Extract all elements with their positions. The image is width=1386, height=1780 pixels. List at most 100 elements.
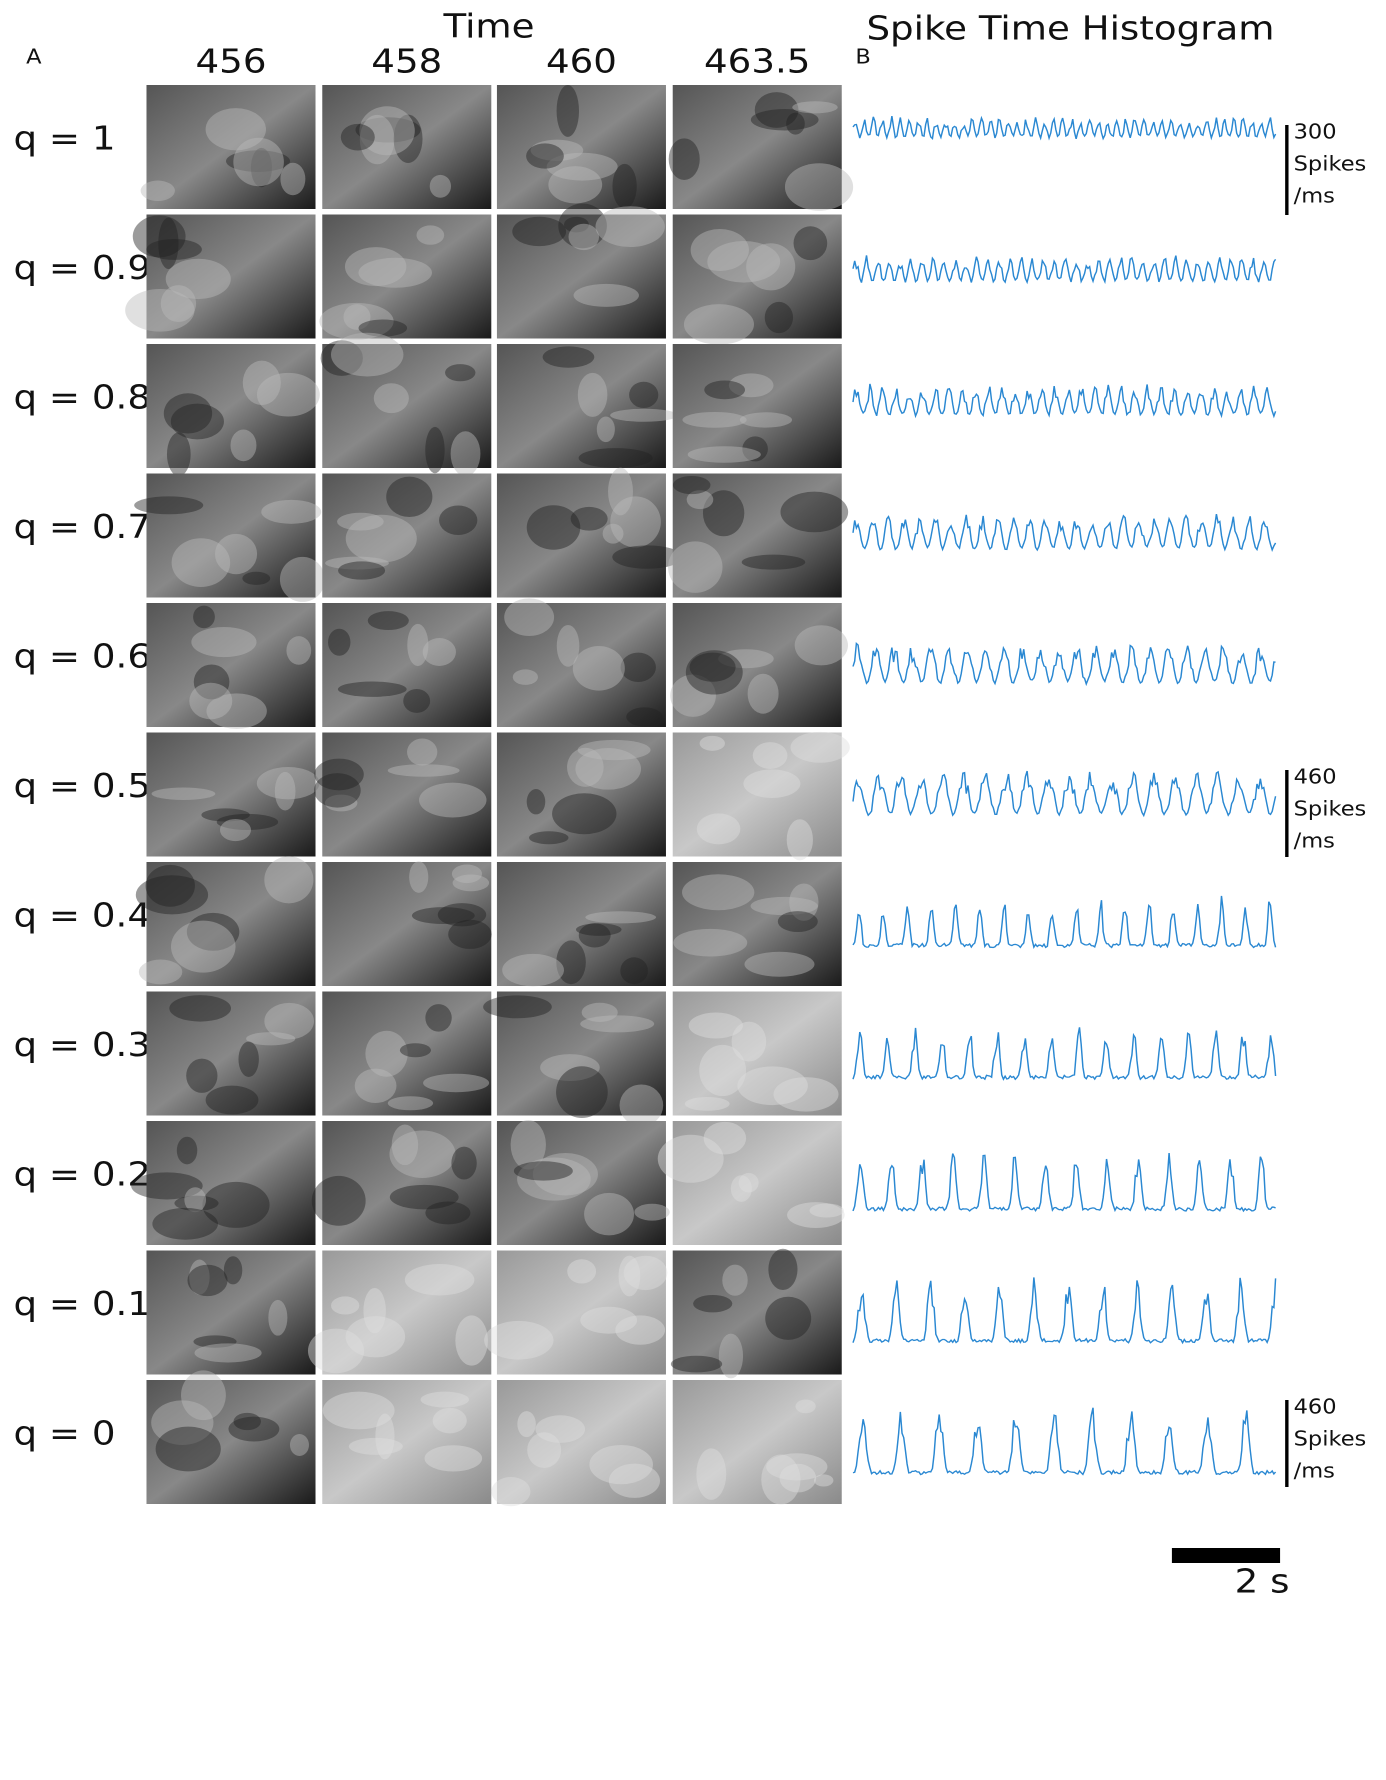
- frame-texture: [773, 1077, 839, 1112]
- frame-texture: [766, 1453, 828, 1481]
- frame-texture: [813, 1474, 834, 1487]
- frame-texture: [307, 1328, 365, 1374]
- frame: [496, 991, 666, 1116]
- frame-texture: [526, 505, 581, 550]
- frame-texture: [578, 448, 653, 468]
- frame-texture: [152, 1207, 218, 1240]
- row-label: q = 1: [14, 119, 116, 157]
- frame-texture: [325, 556, 389, 570]
- frame-texture: [585, 911, 657, 924]
- frame-texture: [424, 1445, 483, 1472]
- frame-texture: [589, 1444, 653, 1485]
- frame: [322, 214, 492, 339]
- frame-texture: [132, 215, 186, 258]
- scale-value: 300: [1294, 121, 1337, 144]
- frame-texture: [355, 117, 421, 143]
- frame-texture: [450, 431, 481, 477]
- frame-texture: [738, 1172, 759, 1193]
- frame-texture: [567, 747, 604, 787]
- frame-texture: [387, 1096, 434, 1111]
- frame-texture: [219, 818, 251, 842]
- frame-texture: [407, 738, 438, 766]
- frame-texture: [344, 247, 407, 287]
- frame-texture: [193, 605, 215, 629]
- frame-texture: [311, 1175, 366, 1226]
- time-scale-bar: [1171, 1548, 1281, 1563]
- frame-texture: [542, 346, 595, 368]
- frame-texture: [391, 1124, 419, 1166]
- frame-texture: [214, 533, 258, 575]
- frame: [496, 732, 666, 857]
- frame-texture: [610, 408, 678, 422]
- frame-texture: [777, 911, 818, 932]
- frame-texture: [517, 1157, 591, 1201]
- row-label: q = 0.8: [14, 378, 151, 416]
- frame-texture: [264, 856, 314, 904]
- frame-texture: [338, 561, 386, 580]
- frame: [672, 1121, 842, 1245]
- frame-texture: [134, 496, 204, 515]
- frame-texture: [420, 1391, 470, 1408]
- frame-texture: [747, 673, 779, 714]
- frame-texture: [510, 1119, 546, 1170]
- frame: [672, 603, 842, 727]
- frame-texture: [345, 1316, 406, 1358]
- frame-texture: [230, 429, 257, 462]
- frame: [672, 732, 842, 857]
- frame: [672, 214, 842, 339]
- frame-texture: [201, 808, 250, 822]
- frame-texture: [274, 771, 296, 811]
- frame-texture: [718, 1333, 744, 1379]
- frame-texture: [731, 1021, 767, 1062]
- row-label: q = 0.1: [14, 1285, 151, 1323]
- frame-texture: [186, 912, 240, 951]
- frame-texture: [686, 490, 714, 510]
- frame-texture: [618, 1255, 641, 1297]
- frame-texture: [163, 393, 213, 434]
- frame-texture: [319, 302, 394, 340]
- scale-per: /ms: [1294, 1460, 1335, 1483]
- frame-texture: [786, 112, 805, 135]
- frame-texture: [626, 707, 663, 727]
- scale-unit: Spikes: [1294, 153, 1367, 176]
- frame: [146, 1250, 316, 1375]
- row-label: q = 0.9: [14, 249, 151, 287]
- frame-texture: [138, 959, 183, 985]
- frame: [146, 991, 316, 1116]
- frame-texture: [373, 383, 409, 414]
- frame-texture: [340, 123, 375, 151]
- frame-texture: [250, 147, 272, 188]
- frame: [672, 991, 842, 1116]
- frame-texture: [189, 1259, 210, 1295]
- frame: [322, 473, 492, 598]
- frame-texture: [135, 875, 209, 915]
- frame-texture: [577, 739, 651, 761]
- frame-texture: [228, 1416, 280, 1442]
- scale-value: 460: [1294, 766, 1337, 789]
- frame-texture: [784, 163, 854, 211]
- frame-texture: [512, 216, 567, 247]
- frame-texture: [689, 652, 736, 682]
- frame-texture: [744, 951, 815, 977]
- frame: [496, 1121, 666, 1245]
- frame-texture: [279, 556, 326, 602]
- frame: [672, 1380, 842, 1504]
- histogram-title: Spike Time Histogram: [866, 9, 1274, 47]
- frame-texture: [261, 499, 322, 524]
- frame-texture: [145, 864, 195, 907]
- frame-texture: [687, 446, 761, 463]
- frame-texture: [439, 505, 478, 535]
- frame-texture: [787, 1202, 845, 1228]
- frame-texture: [151, 787, 216, 800]
- frame-texture: [193, 1335, 237, 1348]
- frame: [146, 603, 316, 727]
- frame-texture: [206, 693, 267, 729]
- frame-texture: [670, 1355, 723, 1373]
- frame-texture: [563, 216, 589, 233]
- frame-texture: [730, 1175, 752, 1202]
- frame-texture: [268, 1299, 288, 1336]
- frame-texture: [703, 1121, 747, 1155]
- frame-texture: [608, 1463, 661, 1498]
- frame-texture: [411, 907, 475, 925]
